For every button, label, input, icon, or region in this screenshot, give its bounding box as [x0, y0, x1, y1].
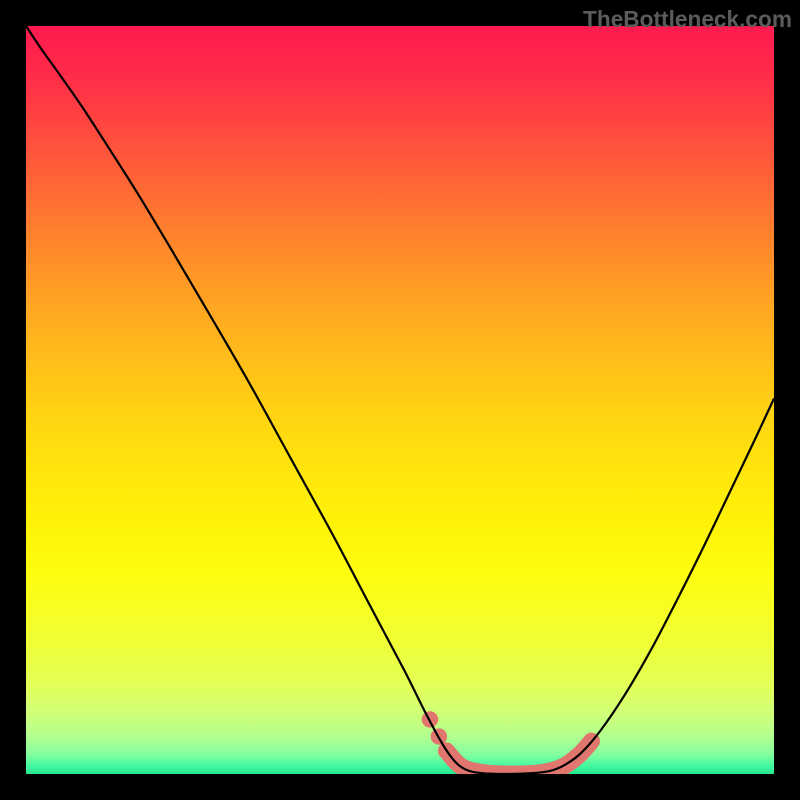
- plot-area: [26, 26, 774, 774]
- bottleneck-curve-layer: [26, 26, 774, 774]
- optimal-zone-band: [446, 741, 591, 774]
- chart-stage: TheBottleneck.com: [0, 0, 800, 800]
- bottleneck-curve: [26, 26, 774, 774]
- watermark-label: TheBottleneck.com: [583, 6, 792, 33]
